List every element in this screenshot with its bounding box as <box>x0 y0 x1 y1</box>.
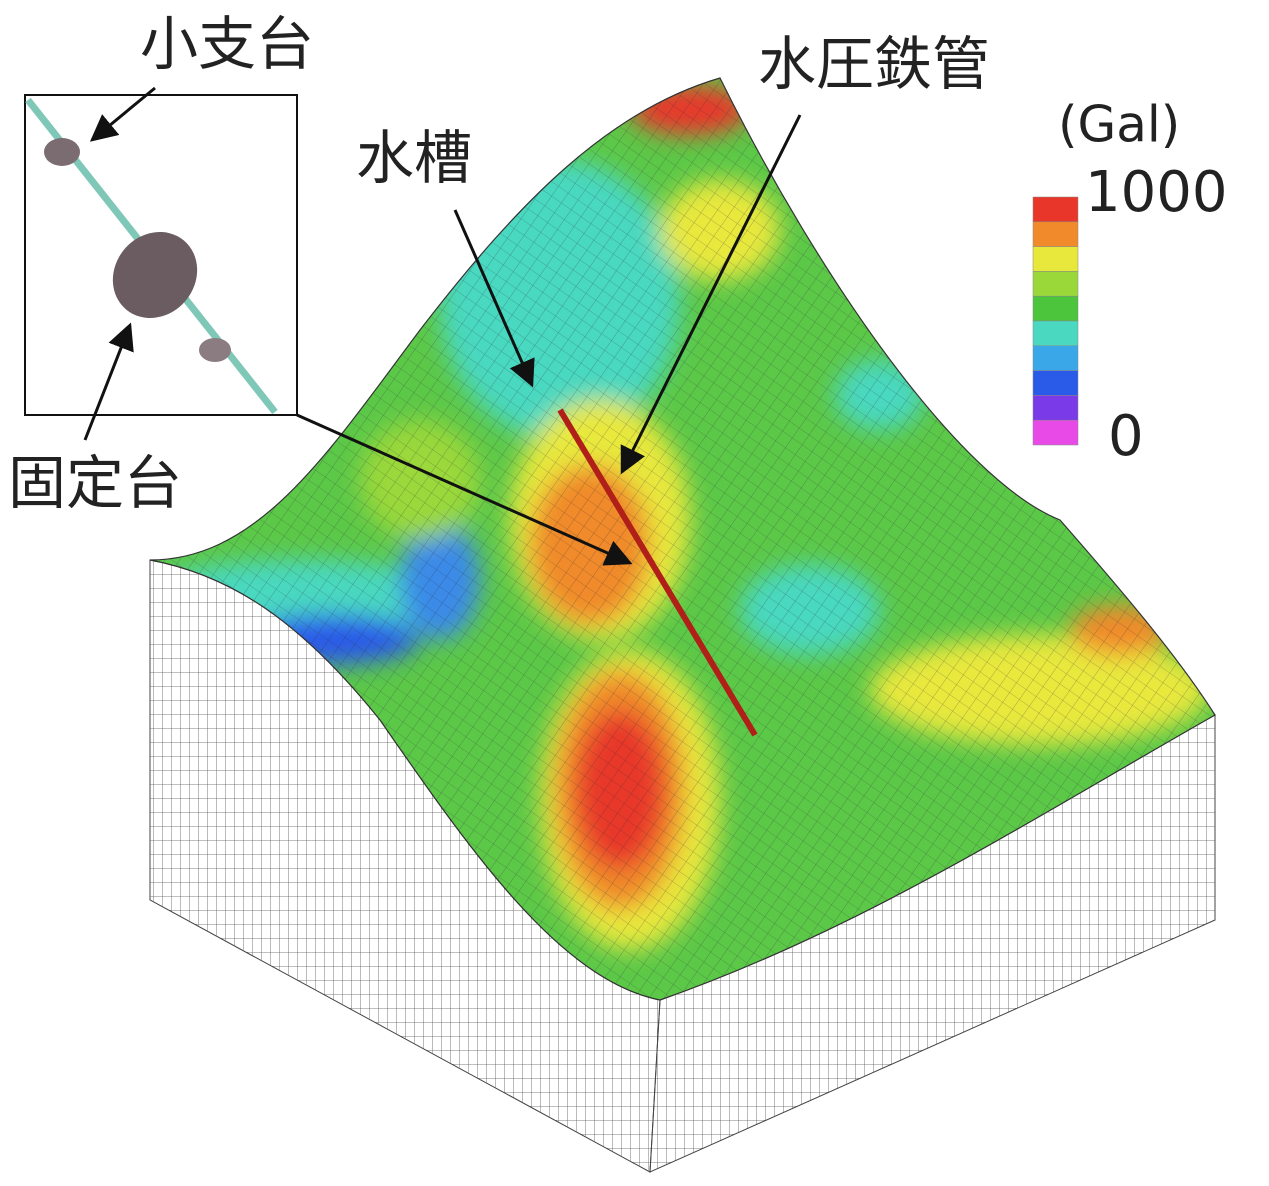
colorbar-segment <box>1032 246 1079 272</box>
colorbar-min: 0 <box>1108 404 1144 469</box>
colorbar-segment <box>1032 370 1079 396</box>
label-penstock: 水圧鉄管 <box>758 30 990 98</box>
inset-small-support <box>44 138 80 166</box>
colorbar-unit: (Gal) <box>1058 96 1180 154</box>
label-small-support: 小支台 <box>140 10 314 78</box>
colorbar-segment <box>1032 395 1079 421</box>
colorbar-max: 1000 <box>1085 160 1228 225</box>
colorbar-segment <box>1032 221 1079 247</box>
colorbar-segment <box>1032 320 1079 347</box>
inset-support <box>199 338 231 362</box>
inset-fixed-support <box>112 231 198 319</box>
colorbar-segment <box>1032 196 1079 223</box>
colorbar-segment <box>1032 271 1079 297</box>
label-fixed-support: 固定台 <box>8 449 182 517</box>
colorbar <box>1032 196 1079 446</box>
arrows <box>83 86 802 566</box>
colorbar-segment <box>1032 295 1079 322</box>
label-water-tank: 水槽 <box>356 124 472 192</box>
penstock-pipe <box>557 408 758 737</box>
colorbar-segment <box>1032 419 1079 446</box>
colorbar-segment <box>1032 345 1079 371</box>
surface-outline <box>149 77 1216 1001</box>
